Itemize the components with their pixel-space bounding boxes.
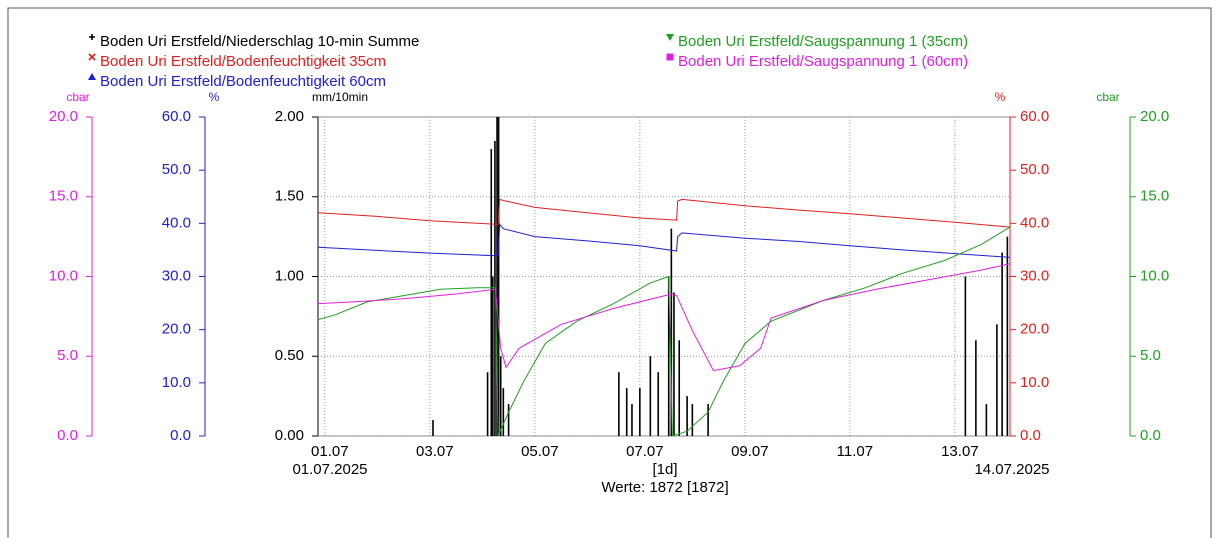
- value-count: Werte: 1872 [1872]: [601, 479, 728, 496]
- y-tick-label: 0.0: [1140, 427, 1161, 444]
- y-tick-label: 0.0: [57, 427, 78, 444]
- precip-bar: [707, 404, 709, 436]
- y-tick-label: 40.0: [1020, 214, 1049, 231]
- precip-bar: [996, 324, 998, 436]
- precip-bar: [1006, 236, 1009, 436]
- x-tick-label: 13.07: [941, 443, 979, 460]
- precip-bar: [432, 420, 434, 436]
- y-tick-label: 0.0: [170, 427, 191, 444]
- y-tick-label: 10.0: [162, 374, 191, 391]
- legend-marker: [666, 53, 674, 61]
- legend-marker: [666, 34, 674, 41]
- precip-bar: [686, 396, 688, 436]
- precip-bar: [1001, 252, 1003, 436]
- precip-bar: [499, 356, 502, 436]
- y-tick-label: 15.0: [49, 188, 78, 205]
- precip-bar: [657, 372, 660, 436]
- precip-bar: [486, 372, 489, 436]
- y-tick-label: 30.0: [162, 267, 191, 284]
- precip-bar: [964, 276, 967, 436]
- x-tick-label: 01.07: [311, 443, 349, 460]
- precip-bar: [975, 340, 977, 436]
- start-date: 01.07.2025: [292, 461, 367, 478]
- y-tick-label: 20.0: [162, 321, 191, 338]
- precip-bar: [492, 276, 494, 436]
- y-tick-label: 50.0: [162, 161, 191, 178]
- precip-bar: [494, 140, 496, 437]
- precip-bar: [625, 388, 628, 436]
- legend-marker: [88, 73, 96, 80]
- x-tick-label: 09.07: [731, 443, 769, 460]
- legend-label: Boden Uri Erstfeld/Bodenfeuchtigkeit 35c…: [100, 53, 386, 70]
- y-tick-label: 0.0: [1020, 427, 1041, 444]
- y-tick-label: 0.00: [275, 427, 304, 444]
- y-tick-label: 5.0: [57, 347, 78, 364]
- precip-bar: [497, 117, 500, 436]
- precip-bar: [673, 292, 675, 436]
- precip-bar: [618, 372, 620, 436]
- y-tick-label: 50.0: [1020, 161, 1049, 178]
- y-axis-unit: cbar: [66, 90, 89, 104]
- y-axis-unit: cbar: [1096, 90, 1119, 104]
- y-tick-label: 20.0: [1140, 108, 1169, 125]
- x-tick-label: 03.07: [416, 443, 454, 460]
- series-line: [317, 263, 1011, 372]
- legend-label: Boden Uri Erstfeld/Bodenfeuchtigkeit 60c…: [100, 73, 386, 90]
- y-tick-label: 20.0: [1020, 321, 1049, 338]
- y-tick-label: 2.00: [275, 108, 304, 125]
- series-line: [317, 198, 1011, 228]
- y-tick-label: 10.0: [49, 267, 78, 284]
- interval: [1d]: [652, 461, 677, 478]
- legend-label: Boden Uri Erstfeld/Saugspannung 1 (60cm): [678, 53, 968, 70]
- precip-bar: [496, 117, 498, 436]
- y-tick-label: 1.00: [275, 267, 304, 284]
- y-tick-label: 40.0: [162, 214, 191, 231]
- precip-bar: [691, 404, 694, 436]
- precip-bar: [639, 388, 641, 436]
- y-tick-label: 1.50: [275, 188, 304, 205]
- end-date: 14.07.2025: [974, 461, 1049, 478]
- x-tick-label: 05.07: [521, 443, 559, 460]
- y-axis-unit: %: [995, 90, 1006, 104]
- y-tick-label: 60.0: [1020, 108, 1049, 125]
- precip-bar: [631, 404, 633, 436]
- y-tick-label: 60.0: [162, 108, 191, 125]
- precip-bar: [490, 148, 493, 436]
- precip-bar: [502, 388, 505, 436]
- y-tick-label: 10.0: [1140, 267, 1169, 284]
- series-line: [317, 226, 1011, 437]
- series-line: [317, 223, 1011, 258]
- precip-bar: [670, 228, 673, 436]
- x-tick-label: 11.07: [837, 443, 873, 460]
- y-tick-label: 20.0: [49, 108, 78, 125]
- y-axis-unit: %: [209, 90, 220, 104]
- y-tick-label: 30.0: [1020, 267, 1049, 284]
- y-tick-label: 10.0: [1020, 374, 1049, 391]
- legend-label: Boden Uri Erstfeld/Saugspannung 1 (35cm): [678, 33, 968, 50]
- precip-bar: [985, 404, 988, 436]
- x-tick-label: 07.07: [626, 443, 664, 460]
- frame: [7, 7, 1212, 538]
- precip-bar: [667, 276, 670, 436]
- precip-bar: [507, 404, 510, 436]
- y-tick-label: 0.50: [275, 347, 304, 364]
- legend-marker: [89, 34, 95, 40]
- y-tick-label: 15.0: [1140, 188, 1169, 205]
- precip-bar: [649, 356, 652, 436]
- y-tick-label: 5.0: [1140, 347, 1161, 364]
- legend-marker: [88, 53, 96, 61]
- legend-label: Boden Uri Erstfeld/Niederschlag 10-min S…: [100, 33, 419, 50]
- precip-bar: [678, 340, 681, 436]
- y-axis-unit: mm/10min: [312, 90, 368, 104]
